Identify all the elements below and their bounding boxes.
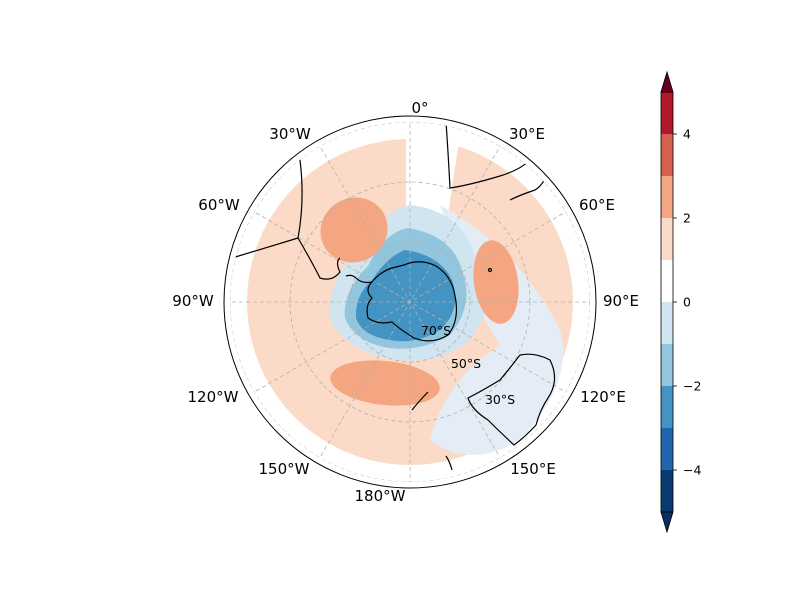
coast-antarctica — [366, 261, 458, 342]
meridian-150 — [313, 135, 507, 469]
colorbar-segment — [661, 470, 673, 512]
field-positive-center-east — [473, 240, 519, 324]
lon-label-60e: 60°E — [579, 196, 615, 214]
colorbar-segment — [661, 218, 673, 260]
lon-label-30w: 30°W — [269, 125, 311, 143]
colorbar: 4 2 0 −2 −4 — [660, 70, 701, 534]
coastlines — [231, 122, 556, 471]
colorbar-segment — [661, 386, 673, 428]
colorbar-extend-over — [660, 70, 674, 93]
coast-south-america — [231, 159, 341, 280]
field-negative-3 — [355, 250, 456, 342]
lat-label-50s: 50°S — [451, 356, 481, 371]
colorbar-tick-label: −2 — [683, 379, 701, 394]
colorbar-segment — [661, 92, 673, 134]
lon-label-150e: 150°E — [510, 460, 556, 478]
lon-label-180w: 180°W — [355, 487, 406, 505]
coast-new-zealand — [411, 391, 453, 471]
coast-island-kerguelen — [487, 267, 493, 273]
colorbar-extend-under — [660, 511, 674, 534]
colorbar-segment — [661, 176, 673, 218]
latitude-labels: 70°S 50°S 30°S — [421, 323, 515, 407]
gridlines — [230, 122, 590, 482]
field-positive-center-west — [320, 197, 388, 263]
field-zero-gap-north — [406, 122, 465, 226]
lon-label-120e: 120°E — [580, 388, 626, 406]
coast-antarctic-peninsula — [345, 274, 373, 284]
lon-label-60w: 60°W — [198, 196, 240, 214]
colorbar-segment — [661, 428, 673, 470]
colorbar-tick-label: 0 — [683, 295, 691, 310]
colorbar-segment — [661, 260, 673, 302]
lon-label-120w: 120°W — [188, 388, 239, 406]
lat-label-70s: 70°S — [421, 323, 451, 338]
lon-label-150w: 150°W — [259, 460, 310, 478]
lon-label-30e: 30°E — [509, 125, 545, 143]
map-panel: 0° 30°E 60°E 90°E 120°E 150°E 180°W 150°… — [172, 99, 639, 505]
lat-label-30s: 30°S — [485, 392, 515, 407]
field-positive-center-south — [330, 360, 440, 406]
lon-label-0: 0° — [411, 99, 428, 117]
colorbar-segments — [661, 92, 673, 512]
lon-label-90w: 90°W — [172, 292, 214, 310]
colorbar-ticks: 4 2 0 −2 −4 — [673, 127, 701, 478]
colorbar-segment — [661, 134, 673, 176]
colorbar-tick-label: −4 — [683, 463, 701, 478]
map-boundary — [223, 115, 597, 489]
coast-australia — [467, 353, 556, 446]
longitude-labels: 0° 30°E 60°E 90°E 120°E 150°E 180°W 150°… — [172, 99, 639, 505]
colorbar-segment — [661, 344, 673, 386]
colorbar-segment — [661, 302, 673, 344]
colorbar-tick-label: 2 — [683, 211, 691, 226]
lon-label-90e: 90°E — [603, 292, 639, 310]
anomaly-field — [230, 122, 590, 482]
colorbar-tick-label: 4 — [683, 127, 691, 142]
